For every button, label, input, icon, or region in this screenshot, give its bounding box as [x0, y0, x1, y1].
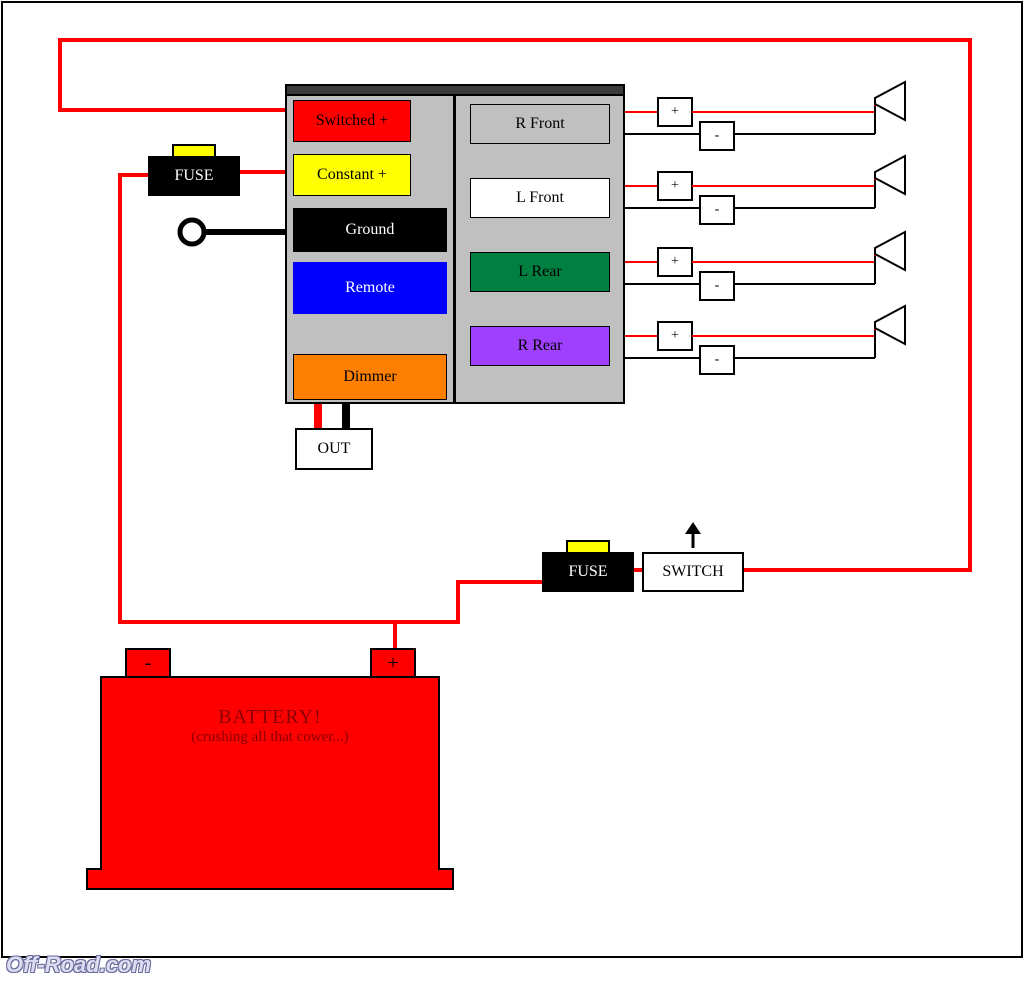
- channel-rfront: R Front: [470, 104, 610, 144]
- head-unit-topbar: [285, 84, 625, 96]
- out-box: OUT: [295, 428, 373, 470]
- channel-lfront-label: L Front: [516, 189, 564, 207]
- pin-constant: Constant +: [293, 154, 411, 196]
- ground-ring-icon: [180, 220, 204, 244]
- switch-lever-tip: [685, 522, 701, 534]
- fuse-top-label: FUSE: [174, 167, 213, 185]
- out-label: OUT: [318, 440, 351, 458]
- rfront-minus: -: [700, 122, 734, 150]
- pin-dimmer-label: Dimmer: [343, 368, 396, 386]
- pin-switched: Switched +: [293, 100, 411, 142]
- pin-ground-label: Ground: [346, 221, 395, 239]
- lfront-plus: +: [658, 172, 692, 200]
- pin-remote-label: Remote: [345, 279, 395, 297]
- wire-fuse-to-battery: [395, 582, 542, 648]
- fuse-top: FUSE: [148, 156, 240, 196]
- battery-title: BATTERY!: [218, 706, 322, 729]
- rfront-plus: +: [658, 98, 692, 126]
- battery-flange-right: [438, 868, 454, 890]
- battery-flange-left: [86, 868, 102, 890]
- channel-rfront-label: R Front: [515, 115, 564, 133]
- battery-body: BATTERY! (crushing all that cower...): [100, 676, 440, 890]
- battery-pos-label: +: [387, 652, 398, 675]
- channel-lrear: L Rear: [470, 252, 610, 292]
- fuse-bottom-label: FUSE: [568, 563, 607, 581]
- channel-rrear: R Rear: [470, 326, 610, 366]
- switch-box: SWITCH: [642, 552, 744, 592]
- lrear-minus: -: [700, 272, 734, 300]
- pin-remote: Remote: [293, 262, 447, 314]
- channel-rrear-label: R Rear: [518, 337, 563, 355]
- switch-label: SWITCH: [662, 563, 723, 581]
- rrear-plus: +: [658, 322, 692, 350]
- battery-subtitle: (crushing all that cower...): [191, 729, 348, 746]
- lrear-plus: +: [658, 248, 692, 276]
- fuse-bottom: FUSE: [542, 552, 634, 592]
- pin-ground: Ground: [293, 208, 447, 252]
- channel-lrear-label: L Rear: [518, 263, 561, 281]
- wiring-diagram: Switched + Constant + Ground Remote Dimm…: [0, 0, 1024, 985]
- pin-constant-label: Constant +: [317, 166, 387, 184]
- battery-post-neg: -: [125, 648, 171, 678]
- pin-dimmer: Dimmer: [293, 354, 447, 400]
- watermark: Off-Road.com: [6, 952, 151, 978]
- channel-lfront: L Front: [470, 178, 610, 218]
- battery-post-pos: +: [370, 648, 416, 678]
- pin-switched-label: Switched +: [316, 112, 389, 130]
- battery-neg-label: -: [145, 652, 152, 675]
- lfront-minus: -: [700, 196, 734, 224]
- rrear-minus: -: [700, 346, 734, 374]
